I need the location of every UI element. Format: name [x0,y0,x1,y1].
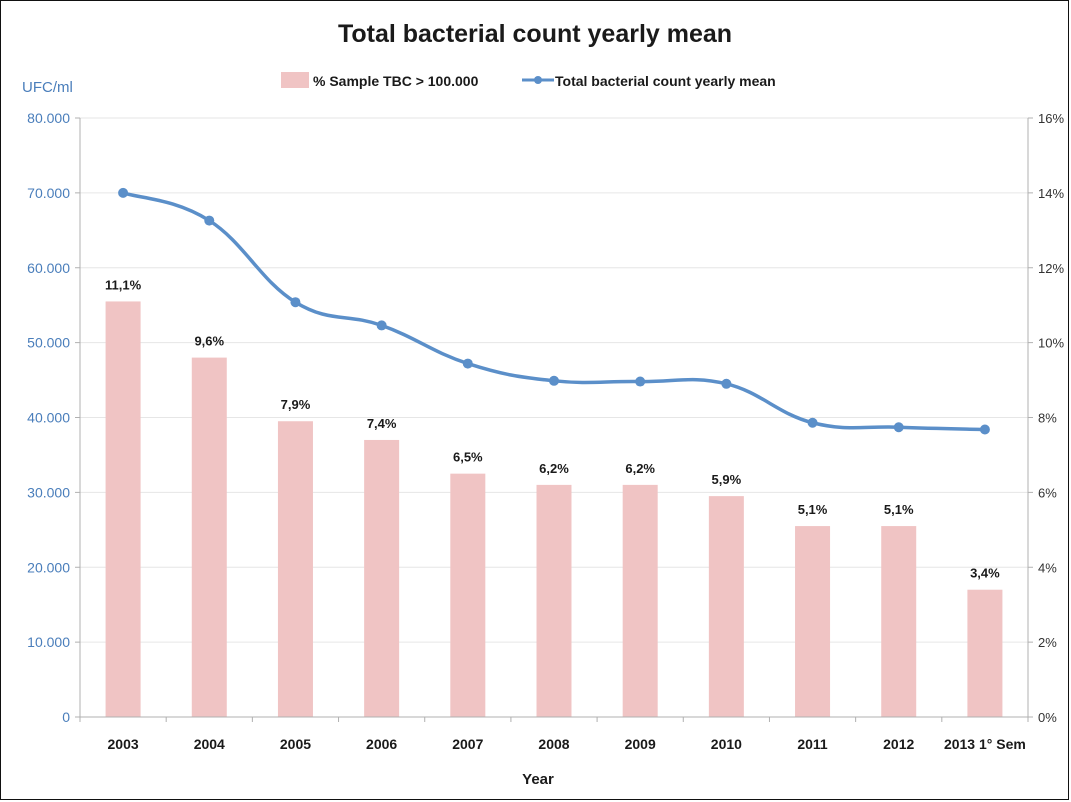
right-y-tick-labels: 0% 2% 4% 6% 8% 10% 12% 14% 16% [1038,111,1064,725]
x-tick-label: 2013 1° Sem [944,736,1026,752]
x-tick-label: 2007 [452,736,483,752]
x-tick-label: 2004 [194,736,225,752]
right-y-tick-label: 0% [1038,710,1057,725]
right-y-tick-label: 4% [1038,560,1057,575]
line-point [807,417,818,428]
x-tick-label: 2008 [538,736,569,752]
x-tick-label: 2006 [366,736,397,752]
bar [105,301,141,717]
x-tick-label: 2005 [280,736,311,752]
bar [881,526,917,717]
bar-data-label: 9,6% [194,334,224,349]
left-y-tick-label: 50.000 [27,335,70,351]
line-series [118,187,990,435]
legend-bar-label: % Sample TBC > 100.000 [313,73,479,89]
left-y-tick-label: 40.000 [27,410,70,426]
line-point [462,358,473,369]
y-axis-unit: UFC/ml [22,79,73,96]
chart-title: Total bacterial count yearly mean [338,20,732,48]
right-y-tick-label: 2% [1038,635,1057,650]
left-y-tick-label: 60.000 [27,260,70,276]
bar [622,484,658,717]
line-point [204,215,215,226]
legend-bar-swatch [281,72,309,88]
bar [450,473,486,717]
bar [967,589,1003,717]
left-y-tick-label: 10.000 [27,634,70,650]
bar [277,421,313,717]
right-y-tick-label: 8% [1038,411,1057,426]
bar-data-label: 3,4% [970,566,1000,581]
line-point [893,422,904,433]
right-y-tick-label: 16% [1038,111,1064,126]
bar-data-label: 6,2% [625,461,655,476]
line-point [721,378,732,389]
bar [795,526,831,717]
left-y-tick-labels: 0 10.000 20.000 30.000 40.000 50.000 60.000 70.… [27,110,70,725]
bar-series [105,301,1003,717]
bar-data-label: 5,1% [798,502,828,517]
line-point [635,376,646,387]
bar [708,496,744,717]
bar-data-labels: 11,1% 9,6% 7,9% 7,4% 6,5% 6,2% 6,2% 5,9% 5,1% 5,1… [105,277,1000,580]
left-y-tick-label: 70.000 [27,185,70,201]
legend-line-label: Total bacterial count yearly mean [555,73,776,89]
x-tick-label: 2010 [711,736,742,752]
bar [536,484,572,717]
bar-data-label: 5,9% [712,472,742,487]
line-point [118,187,129,198]
legend-line-marker [534,76,542,84]
bar [364,439,400,717]
x-tick-label: 2009 [625,736,656,752]
bar-data-label: 5,1% [884,502,914,517]
left-y-tick-label: 30.000 [27,484,70,500]
x-tick-label: 2012 [883,736,914,752]
x-tick-label: 2003 [108,736,139,752]
right-y-tick-label: 6% [1038,485,1057,500]
legend: % Sample TBC > 100.000 Total bacterial c… [281,72,776,89]
left-y-tick-label: 20.000 [27,559,70,575]
mean-count-line [122,191,985,432]
line-point [979,424,990,435]
x-tick-labels: 2003 2004 2005 2006 2007 2008 2009 2010 2011 2012… [108,736,1026,752]
line-point [549,375,559,386]
bar-data-label: 7,9% [281,397,311,412]
axes [75,117,1033,722]
left-y-tick-label: 80.000 [27,110,70,126]
right-y-tick-label: 14% [1038,186,1064,201]
bar-data-label: 6,5% [453,450,483,465]
bar-data-label: 7,4% [367,416,397,431]
left-y-tick-label: 0 [62,709,70,725]
right-y-tick-label: 12% [1038,261,1064,276]
line-point [376,320,387,331]
bar-data-label: 6,2% [539,461,569,476]
x-tick-label: 2011 [797,736,828,752]
x-axis-title: Year [522,771,554,788]
bar [191,357,227,717]
bar-data-label: 11,1% [105,277,142,292]
line-point [290,297,301,308]
right-y-tick-label: 10% [1038,336,1064,351]
gridlines [80,117,1028,643]
